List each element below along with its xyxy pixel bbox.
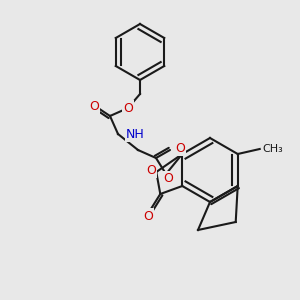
Text: O: O <box>123 101 133 115</box>
Text: O: O <box>175 142 185 154</box>
Text: O: O <box>143 209 153 223</box>
Text: O: O <box>146 164 156 176</box>
Text: CH₃: CH₃ <box>263 144 284 154</box>
Text: O: O <box>89 100 99 112</box>
Text: NH: NH <box>126 128 145 140</box>
Text: O: O <box>163 172 173 185</box>
